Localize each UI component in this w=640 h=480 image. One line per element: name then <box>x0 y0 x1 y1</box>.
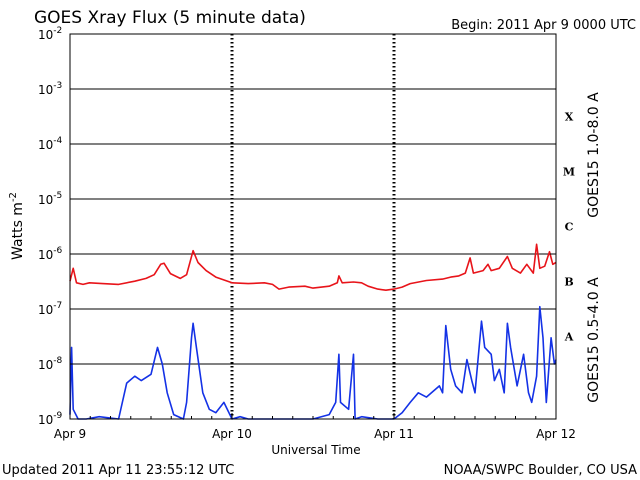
x-axis-label: Universal Time <box>271 443 360 457</box>
x-axis-ticks: Apr 9 Apr 10 Apr 11 Apr 12 <box>54 413 576 441</box>
credit-label: NOAA/SWPC Boulder, CO USA <box>444 463 637 478</box>
y-tick-label: 10-3 <box>38 81 62 97</box>
y-tick-label: 10-5 <box>38 191 62 207</box>
flare-class-label: B <box>564 276 573 289</box>
y-tick-label: 10-9 <box>38 411 63 427</box>
y-tick-label: 10-4 <box>38 136 63 152</box>
legend-series-long: GOES15 1.0-8.0 A <box>586 92 602 218</box>
begin-label: Begin: 2011 Apr 9 0000 UTC <box>451 18 636 33</box>
x-tick-label: Apr 11 <box>374 427 414 441</box>
series-layer <box>69 243 557 420</box>
y-axis-ticks: 10-9 10-8 10-7 10-6 10-5 10-4 10-3 10-2 <box>38 26 556 427</box>
grid <box>70 34 556 419</box>
plot-frame <box>69 33 557 420</box>
flare-class-label: A <box>564 331 574 344</box>
flare-class-label: C <box>565 221 574 234</box>
series-line-long <box>69 243 557 292</box>
y-tick-label: 10-7 <box>38 301 62 317</box>
flare-class-label: M <box>563 166 575 179</box>
flare-class-labels: X M C B A <box>563 111 575 344</box>
y-tick-label: 10-2 <box>38 26 62 42</box>
chart-title: GOES Xray Flux (5 minute data) <box>34 8 306 28</box>
x-tick-label: Apr 10 <box>212 427 252 441</box>
x-tick-label: Apr 9 <box>54 427 86 441</box>
series-line-short <box>69 305 557 420</box>
updated-timestamp: Updated 2011 Apr 11 23:55:12 UTC <box>2 463 234 478</box>
y-tick-label: 10-6 <box>38 246 63 262</box>
y-axis-label: Watts m-2 <box>8 192 26 260</box>
x-tick-label: Apr 12 <box>536 427 576 441</box>
flare-class-label: X <box>565 111 574 124</box>
y-tick-label: 10-8 <box>38 356 63 372</box>
legend-series-short: GOES15 0.5-4.0 A <box>586 277 602 403</box>
